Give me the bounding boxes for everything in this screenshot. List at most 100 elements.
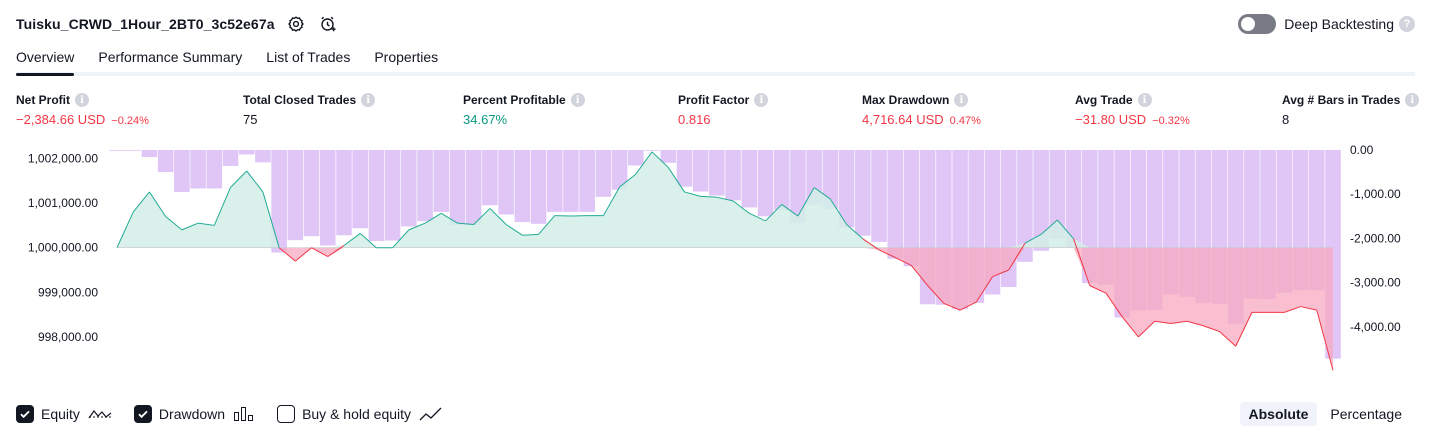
legend-drawdown[interactable]: Drawdown [133, 405, 255, 423]
metric-label: Net Profit [16, 93, 70, 107]
equity-line-segment [1105, 292, 1123, 318]
equity-line-segment [749, 212, 766, 222]
drawdown-bar [611, 150, 628, 190]
equity-line-segment [975, 276, 993, 303]
equity-line-segment [1024, 233, 1042, 244]
drawdown-bar [725, 150, 741, 201]
drawdown-bar [741, 150, 758, 208]
drawdown-bar [238, 150, 255, 155]
equity-line-segment [1219, 331, 1237, 347]
drawdown-bar [563, 150, 579, 212]
equity-line-segment [1138, 320, 1156, 338]
tab-list-of-trades[interactable]: List of Trades [266, 49, 351, 65]
equity-line-segment [1008, 242, 1026, 271]
metrics-row: Net Profit i −2,384.66 USD −0.24% Total Cl… [16, 93, 1420, 133]
equity-line-segment [116, 211, 134, 248]
equity-line-segment [1203, 325, 1220, 333]
left-axis-tick-label: 1,001,000.00 [28, 196, 98, 210]
info-icon[interactable]: i [570, 93, 585, 107]
info-icon[interactable]: i [1405, 93, 1420, 107]
drawdown-bar [838, 150, 855, 228]
equity-line-segment [392, 229, 410, 249]
metric-value: −2,384.66 USD [16, 112, 106, 127]
left-axis-tick-label: 998,000.00 [38, 330, 98, 344]
equity-line-segment [408, 222, 426, 231]
equity-line-segment [522, 233, 539, 236]
tab-overview[interactable]: Overview [16, 42, 75, 76]
metric-value: 75 [243, 112, 258, 127]
equity-line-segment [846, 224, 864, 240]
tab-properties[interactable]: Properties [374, 49, 439, 65]
metric-net-profit: Net Profit i −2,384.66 USD −0.24% [16, 93, 149, 127]
equity-line-segment [1170, 320, 1188, 325]
metric-value: 34.67% [463, 112, 508, 127]
drawdown-bar [433, 150, 450, 212]
right-axis-tick-label: -2,000.00 [1350, 231, 1401, 245]
equity-line-segment [197, 222, 215, 226]
equity-line-segment [343, 233, 361, 246]
equity-line-segment [1154, 320, 1171, 325]
info-icon[interactable]: i [954, 93, 969, 107]
drawdown-bar [303, 150, 320, 237]
right-axis-tick-label: 0.00 [1350, 143, 1374, 157]
absolute-mode-button[interactable]: Absolute [1239, 402, 1318, 426]
drawdown-bar [709, 150, 725, 196]
buy-hold-checkbox[interactable] [277, 405, 296, 423]
equity-line-segment [1235, 312, 1253, 347]
deep-backtesting-toggle[interactable] [1238, 14, 1277, 34]
info-icon[interactable]: i [75, 93, 89, 107]
equity-line-segment [781, 204, 799, 217]
legend-label: Equity [41, 406, 80, 422]
info-icon[interactable]: i [754, 93, 769, 107]
legend-buy-hold-equity[interactable]: Buy & hold equity [277, 405, 443, 423]
drawdown-bar [352, 150, 368, 229]
drawdown-checkbox[interactable] [133, 405, 152, 423]
percentage-mode-button[interactable]: Percentage [1330, 406, 1402, 422]
help-icon[interactable]: ? [1399, 16, 1415, 32]
equity-line-segment [278, 247, 296, 262]
drawdown-bar [546, 150, 563, 212]
drawdown-bar [757, 150, 774, 217]
alert-add-icon[interactable] [317, 13, 339, 35]
drawdown-bar [644, 150, 660, 151]
info-icon[interactable]: i [1137, 93, 1152, 107]
equity-line-segment [505, 224, 523, 236]
info-icon[interactable]: i [361, 93, 376, 107]
equity-line-segment [684, 191, 701, 197]
left-axis-tick-label: 1,000,000.00 [28, 241, 98, 255]
metric-avg-bars-in-trades: Avg # Bars in Trades i 8 [1282, 93, 1420, 127]
drawdown-bar [579, 150, 595, 212]
drawdown-bars-icon [233, 406, 255, 422]
equity-line-segment [959, 301, 977, 311]
equity-checkbox[interactable] [16, 405, 34, 423]
drawdown-bar [319, 150, 336, 246]
equity-line-icon [88, 406, 112, 422]
drawdown-bar [206, 150, 223, 189]
legend-label: Buy & hold equity [302, 406, 412, 422]
metric-percent: −0.32% [1152, 115, 1190, 127]
drawdown-bar [1017, 150, 1033, 262]
equity-drawdown-chart[interactable]: 1,002,000.00 1,001,000.00 1,000,000.00 999,… [0, 140, 1431, 390]
equity-line-segment [862, 238, 880, 251]
equity-line-segment [943, 302, 961, 311]
equity-line-segment [1040, 219, 1058, 235]
metric-percent: 0.47% [949, 115, 981, 127]
tab-performance-summary[interactable]: Performance Summary [98, 49, 243, 65]
equity-line-segment [635, 151, 653, 175]
equity-line-segment [165, 216, 183, 231]
equity-line-segment [667, 167, 685, 193]
equity-line-segment [1089, 285, 1107, 294]
metric-max-drawdown: Max Drawdown i 4,716.64 USD 0.47% [862, 93, 981, 127]
drawdown-bar [1065, 150, 1082, 248]
drawdown-bar [790, 150, 806, 223]
legend-equity[interactable]: Equity [16, 405, 112, 423]
drawdown-bar [368, 150, 385, 242]
drawdown-bar [190, 150, 206, 189]
equity-line-segment [797, 187, 815, 217]
drawdown-bar [676, 150, 693, 187]
equity-profit-area [117, 151, 1333, 248]
drawdown-bar [336, 150, 352, 236]
drawdown-bar [692, 150, 709, 192]
drawdown-bar [141, 150, 158, 158]
settings-icon[interactable] [285, 13, 307, 35]
